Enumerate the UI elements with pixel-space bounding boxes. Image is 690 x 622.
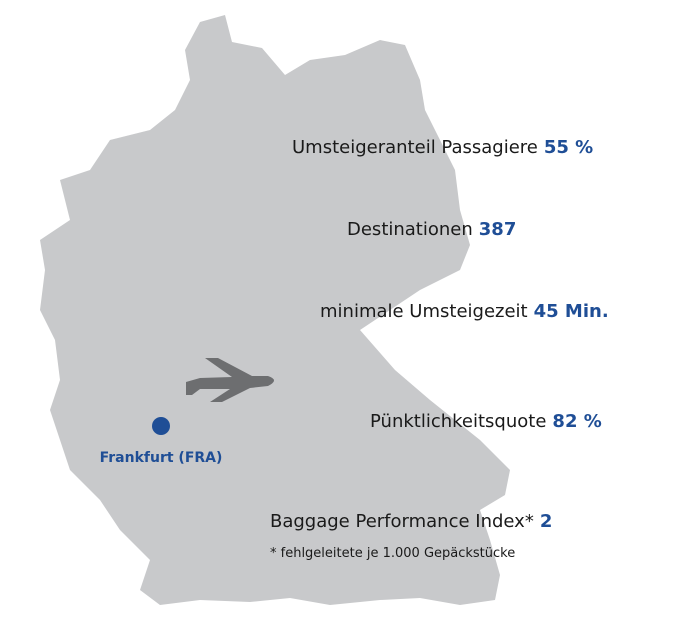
stat-label: Pünktlichkeitsquote [370, 411, 546, 432]
stat-value: 2 [540, 511, 553, 532]
stat: minimale Umsteigezeit 45 Min. [320, 301, 609, 322]
stat-label: Destinationen [347, 219, 473, 240]
stat-label: Baggage Performance Index* [270, 511, 534, 532]
stat-label: Umsteigeranteil Passagiere [292, 137, 538, 158]
stat-value: 55 % [544, 137, 593, 158]
stat: Baggage Performance Index* 2 [270, 511, 552, 532]
stat: Destinationen 387 [347, 219, 516, 240]
stat-value: 45 Min. [534, 301, 609, 322]
stat: Umsteigeranteil Passagiere 55 % [292, 137, 593, 158]
location-dot [152, 417, 170, 435]
location-label: Frankfurt (FRA) [100, 450, 223, 466]
stat-value: 387 [479, 219, 517, 240]
plane-icon [186, 358, 274, 402]
footnote: * fehlgeleitete je 1.000 Gepäckstücke [270, 546, 515, 561]
germany-map [40, 15, 510, 605]
stat-label: minimale Umsteigezeit [320, 301, 528, 322]
stat-value: 82 % [552, 411, 601, 432]
stat: Pünktlichkeitsquote 82 % [370, 411, 602, 432]
